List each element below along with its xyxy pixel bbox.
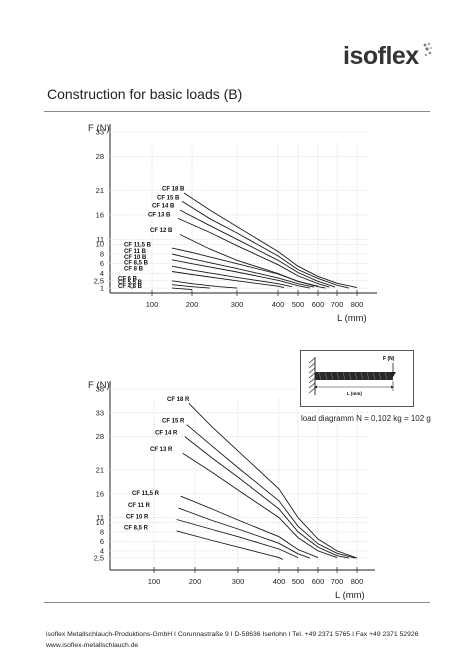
- load-diagram-drawing: F (N) L (mm): [308, 356, 396, 396]
- series-label: CF 8 B: [124, 267, 144, 273]
- x-tick-label: 100: [146, 300, 159, 309]
- series-label: CF 18 B: [162, 187, 185, 193]
- y-tick-label: 2,5: [94, 554, 104, 563]
- series-line: [188, 402, 358, 559]
- y-tick-label: 28: [96, 152, 104, 161]
- x-tick-label: 600: [312, 577, 325, 586]
- x-tick-label: 500: [292, 300, 305, 309]
- series-label: CF 13 R: [150, 447, 173, 453]
- series-line: [178, 507, 311, 559]
- y-tick-label: 16: [96, 210, 104, 219]
- series-line: [186, 424, 356, 559]
- y-tick-label: 4: [100, 546, 104, 555]
- x-tick-label: 300: [232, 577, 245, 586]
- x-tick-label: 100: [148, 577, 161, 586]
- y-tick-label: 1: [100, 284, 104, 293]
- series-line: [171, 259, 311, 289]
- y-tick-label: 11: [96, 513, 104, 522]
- series-line: [171, 253, 315, 288]
- x-axis-label: L (mm): [335, 590, 365, 601]
- footer-address: isoflex Metallschlauch-Produktions-GmbH …: [46, 631, 419, 638]
- x-tick-label: 400: [272, 300, 285, 309]
- series-line: [171, 287, 193, 291]
- x-tick-label: 500: [292, 577, 305, 586]
- x-tick-label: 700: [331, 300, 344, 309]
- x-tick-label: 200: [186, 300, 199, 309]
- series-line: [183, 192, 358, 289]
- series-label: CF 5,5 B: [118, 280, 143, 286]
- series-label: CF 12 B: [150, 228, 173, 234]
- series-label: CF 14 B: [152, 204, 175, 210]
- y-tick-label: 28: [96, 432, 104, 441]
- series-label: CF 11 R: [128, 503, 151, 509]
- logo-text: isoflex: [343, 42, 419, 70]
- series-line: [176, 530, 284, 560]
- x-axis-label: L (mm): [337, 313, 367, 324]
- series-line: [171, 280, 238, 289]
- y-tick-label: 33: [96, 128, 104, 137]
- series-line: [171, 247, 326, 289]
- y-tick-label: 8: [100, 249, 104, 258]
- series-label: CF 11 B: [124, 249, 147, 255]
- series-line: [177, 217, 330, 288]
- y-tick-label: 10: [96, 240, 104, 249]
- x-tick-label: 600: [312, 300, 325, 309]
- series-label: CF 11,5 R: [132, 491, 160, 497]
- x-tick-label: 700: [331, 577, 344, 586]
- series-label: CF 18 R: [167, 397, 190, 403]
- series-label: CF 8,5 R: [124, 526, 149, 532]
- load-diagram-caption: load diagramm N = 0,102 kg = 102 g: [301, 414, 431, 423]
- load-diagram-force-label: F (N): [383, 356, 395, 362]
- bottom-divider: [44, 602, 430, 603]
- series-label: CF 15 R: [162, 418, 185, 424]
- series-line: [171, 271, 285, 289]
- x-tick-label: 400: [273, 577, 286, 586]
- load-diagram: F (N) L (mm): [300, 350, 414, 407]
- footer-website: www.isoflex-metallschlauch.de: [46, 642, 139, 649]
- series-line: [171, 265, 293, 288]
- series-label: CF 14 R: [155, 430, 178, 436]
- series-label: CF 13 B: [148, 212, 171, 218]
- series-line: [184, 436, 350, 559]
- series-line: [176, 519, 299, 559]
- series-label: CF 10 R: [126, 515, 149, 521]
- series-label: CF 11,5 B: [124, 243, 152, 249]
- x-tick-label: 200: [189, 577, 202, 586]
- series-label: CF 8,5 B: [124, 261, 149, 267]
- y-tick-label: 21: [96, 465, 104, 474]
- series-line: [181, 200, 350, 289]
- y-tick-label: 10: [96, 518, 104, 527]
- series-label: CF 4,8 B: [118, 284, 143, 290]
- x-tick-label: 300: [231, 300, 244, 309]
- series-label: CF 15 B: [157, 195, 180, 201]
- y-axis-label: F (N): [88, 123, 110, 134]
- series-line: [180, 495, 319, 559]
- series-line: [179, 209, 336, 288]
- load-diagram-length-label: L (mm): [347, 391, 362, 396]
- series-label: CF 6 B: [118, 276, 138, 282]
- y-tick-label: 6: [100, 259, 104, 268]
- y-tick-label: 11: [96, 235, 104, 244]
- y-tick-label: 8: [100, 527, 104, 536]
- series-line: [182, 452, 338, 559]
- y-tick-label: 38: [96, 385, 104, 394]
- y-tick-label: 33: [96, 408, 104, 417]
- y-tick-label: 21: [96, 186, 104, 195]
- page-title: Construction for basic loads (B): [47, 86, 243, 102]
- y-tick-label: 16: [96, 489, 104, 498]
- top-divider: [44, 111, 430, 112]
- y-tick-label: 2,5: [94, 276, 104, 285]
- logo-icon: [423, 42, 432, 57]
- y-axis-label: F (N): [88, 380, 110, 391]
- y-tick-label: 6: [100, 537, 104, 546]
- y-tick-label: 4: [100, 269, 104, 278]
- series-label: CF 10 B: [124, 255, 147, 261]
- series-line: [171, 284, 211, 289]
- x-tick-label: 800: [351, 577, 364, 586]
- x-tick-label: 800: [351, 300, 364, 309]
